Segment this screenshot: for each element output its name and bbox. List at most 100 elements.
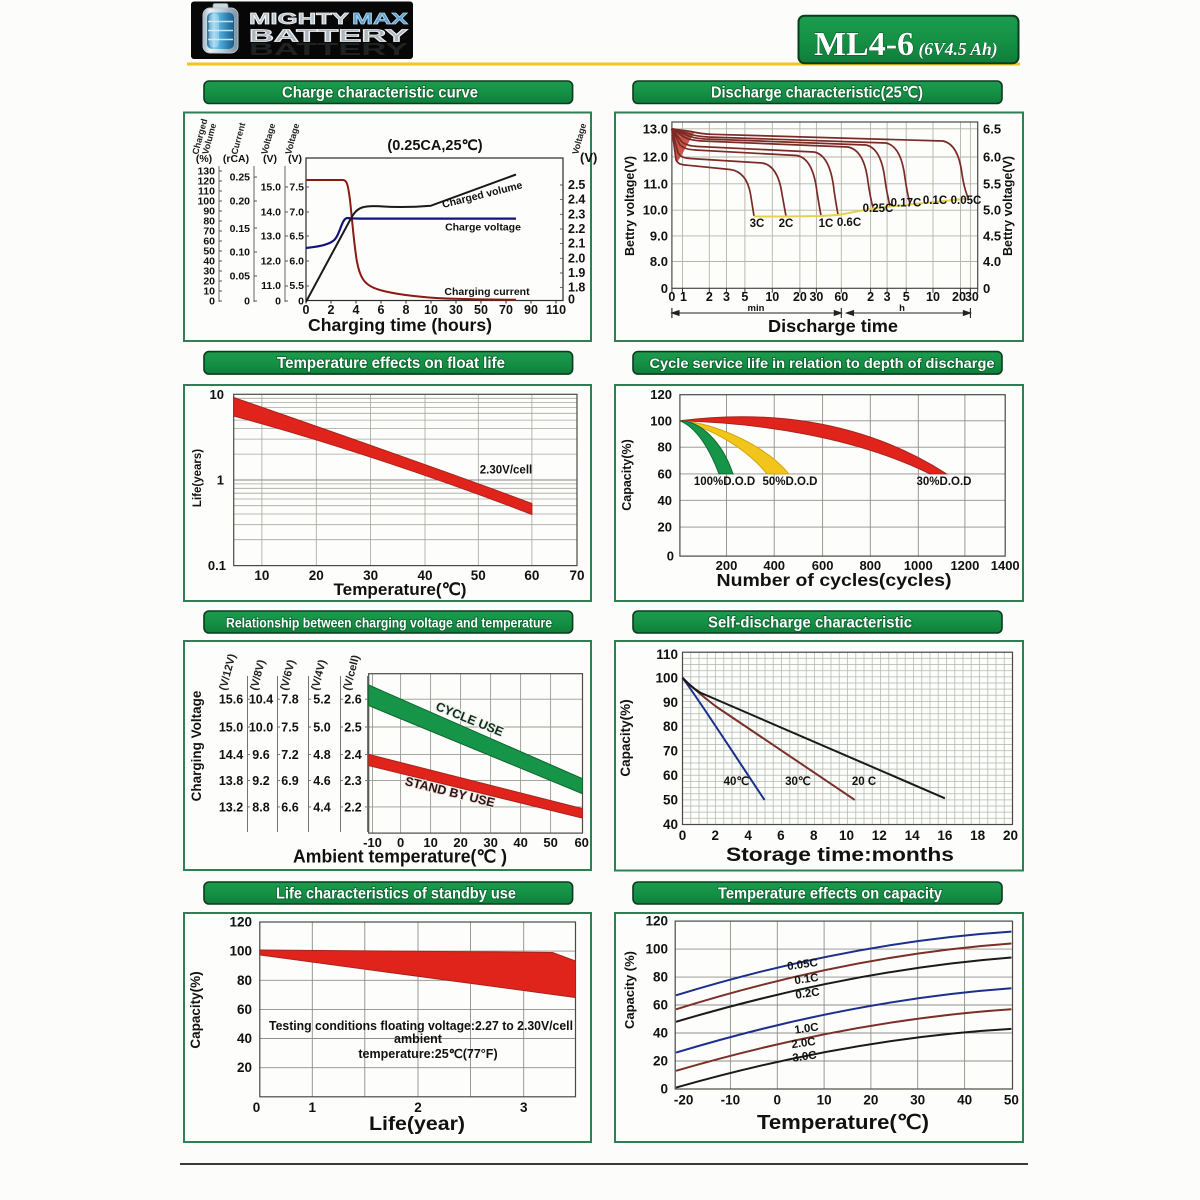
svg-text:600: 600 xyxy=(812,558,834,573)
svg-text:9.0: 9.0 xyxy=(650,228,668,243)
svg-text:40: 40 xyxy=(203,255,215,267)
svg-text:(V): (V) xyxy=(288,153,302,165)
svg-text:70: 70 xyxy=(663,744,678,759)
svg-text:60: 60 xyxy=(524,568,539,583)
svg-text:h: h xyxy=(899,303,905,314)
svg-text:0.10: 0.10 xyxy=(230,247,251,259)
svg-text:BATTERY: BATTERY xyxy=(249,39,409,59)
svg-text:5.5: 5.5 xyxy=(983,176,1001,191)
svg-text:9.6: 9.6 xyxy=(252,748,269,762)
svg-text:2.2: 2.2 xyxy=(344,800,361,814)
svg-text:70: 70 xyxy=(203,226,215,238)
svg-text:Capacity (%): Capacity (%) xyxy=(622,951,637,1029)
svg-text:Self-discharge characteristic: Self-discharge characteristic xyxy=(708,615,912,632)
svg-text:60: 60 xyxy=(203,235,215,247)
svg-text:Discharge time: Discharge time xyxy=(768,316,898,336)
svg-text:1200: 1200 xyxy=(950,558,979,573)
svg-text:100%D.O.D: 100%D.O.D xyxy=(694,476,755,488)
svg-text:20: 20 xyxy=(653,1054,668,1069)
svg-text:1400: 1400 xyxy=(991,558,1020,573)
svg-text:2.30V/cell: 2.30V/cell xyxy=(480,465,532,477)
svg-text:Charge voltage: Charge voltage xyxy=(445,222,521,234)
svg-text:2.4: 2.4 xyxy=(344,748,361,762)
svg-text:Temperature effects on float l: Temperature effects on float life xyxy=(277,355,505,372)
svg-text:10.0: 10.0 xyxy=(643,203,668,218)
svg-text:110: 110 xyxy=(656,647,678,662)
svg-text:800: 800 xyxy=(859,558,881,573)
svg-text:16: 16 xyxy=(937,828,953,843)
svg-text:90: 90 xyxy=(663,695,678,710)
svg-text:12.0: 12.0 xyxy=(643,150,668,165)
svg-text:4.4: 4.4 xyxy=(313,800,330,814)
svg-text:(rCA): (rCA) xyxy=(223,153,249,165)
svg-text:-10: -10 xyxy=(721,1093,741,1108)
svg-text:MAX: MAX xyxy=(352,11,409,28)
svg-text:70: 70 xyxy=(499,303,513,317)
svg-text:0.1C: 0.1C xyxy=(923,195,947,207)
svg-text:100: 100 xyxy=(655,670,678,685)
svg-text:(0.25CA,25℃): (0.25CA,25℃) xyxy=(387,138,482,154)
svg-text:(V): (V) xyxy=(580,150,597,165)
svg-text:11.0: 11.0 xyxy=(261,280,281,292)
svg-text:0: 0 xyxy=(244,295,250,307)
svg-text:10.4: 10.4 xyxy=(249,693,273,707)
svg-text:60: 60 xyxy=(237,1002,252,1017)
svg-text:14: 14 xyxy=(905,828,921,843)
svg-text:Cycle service life in relation: Cycle service life in relation to depth … xyxy=(650,356,996,371)
svg-text:2.2: 2.2 xyxy=(568,222,585,236)
svg-text:18: 18 xyxy=(970,828,986,843)
svg-text:10: 10 xyxy=(210,387,224,402)
svg-text:1: 1 xyxy=(217,473,224,488)
svg-text:40℃: 40℃ xyxy=(724,775,750,788)
svg-text:0.17C: 0.17C xyxy=(891,198,922,210)
svg-text:40: 40 xyxy=(513,835,527,850)
svg-text:3: 3 xyxy=(520,1100,528,1115)
svg-text:130: 130 xyxy=(197,166,215,178)
svg-text:Charge characteristic curve: Charge characteristic curve xyxy=(282,85,478,102)
svg-text:7.5: 7.5 xyxy=(281,721,298,735)
svg-text:60: 60 xyxy=(574,835,588,850)
svg-text:0.1: 0.1 xyxy=(208,558,226,573)
svg-text:20: 20 xyxy=(863,1093,878,1108)
svg-text:20 C: 20 C xyxy=(852,776,876,788)
svg-text:0.25C: 0.25C xyxy=(863,203,894,215)
svg-text:6.5: 6.5 xyxy=(289,230,304,242)
svg-text:90: 90 xyxy=(524,303,538,317)
svg-text:5.2: 5.2 xyxy=(313,693,330,707)
svg-text:30: 30 xyxy=(449,303,463,317)
svg-text:3: 3 xyxy=(884,290,891,304)
svg-text:0.05: 0.05 xyxy=(230,271,251,283)
svg-text:2.6: 2.6 xyxy=(344,693,361,707)
svg-text:20: 20 xyxy=(793,290,807,304)
svg-text:Life characteristics of standb: Life characteristics of standby use xyxy=(276,886,516,903)
svg-text:20: 20 xyxy=(658,520,672,535)
svg-text:90: 90 xyxy=(203,206,215,218)
svg-text:(6V4.5 Ah): (6V4.5 Ah) xyxy=(918,39,997,59)
svg-text:10: 10 xyxy=(424,303,438,317)
svg-text:0.1C: 0.1C xyxy=(794,972,820,987)
svg-text:120: 120 xyxy=(645,914,668,929)
svg-text:10: 10 xyxy=(817,1093,832,1108)
svg-text:0: 0 xyxy=(679,828,687,843)
svg-text:70: 70 xyxy=(569,568,584,583)
svg-text:15.0: 15.0 xyxy=(219,721,243,735)
svg-text:80: 80 xyxy=(237,973,252,988)
svg-text:4.5: 4.5 xyxy=(983,228,1001,243)
svg-text:2.0C: 2.0C xyxy=(791,1036,817,1051)
svg-text:min: min xyxy=(748,303,765,314)
svg-text:40: 40 xyxy=(653,1026,668,1041)
svg-text:4.8: 4.8 xyxy=(313,748,330,762)
svg-text:4.0: 4.0 xyxy=(983,254,1001,269)
svg-text:6.0: 6.0 xyxy=(289,256,304,268)
svg-text:2C: 2C xyxy=(779,218,794,230)
svg-text:30%D.O.D: 30%D.O.D xyxy=(917,476,972,488)
svg-text:0: 0 xyxy=(983,281,990,296)
svg-text:2: 2 xyxy=(867,290,874,304)
svg-text:3C: 3C xyxy=(750,218,765,230)
svg-text:Life(years): Life(years) xyxy=(192,449,204,507)
svg-text:0: 0 xyxy=(303,303,310,317)
svg-text:50: 50 xyxy=(474,303,488,317)
svg-text:14.0: 14.0 xyxy=(261,207,282,219)
svg-text:ambient: ambient xyxy=(394,1032,443,1046)
svg-text:20: 20 xyxy=(237,1060,252,1075)
